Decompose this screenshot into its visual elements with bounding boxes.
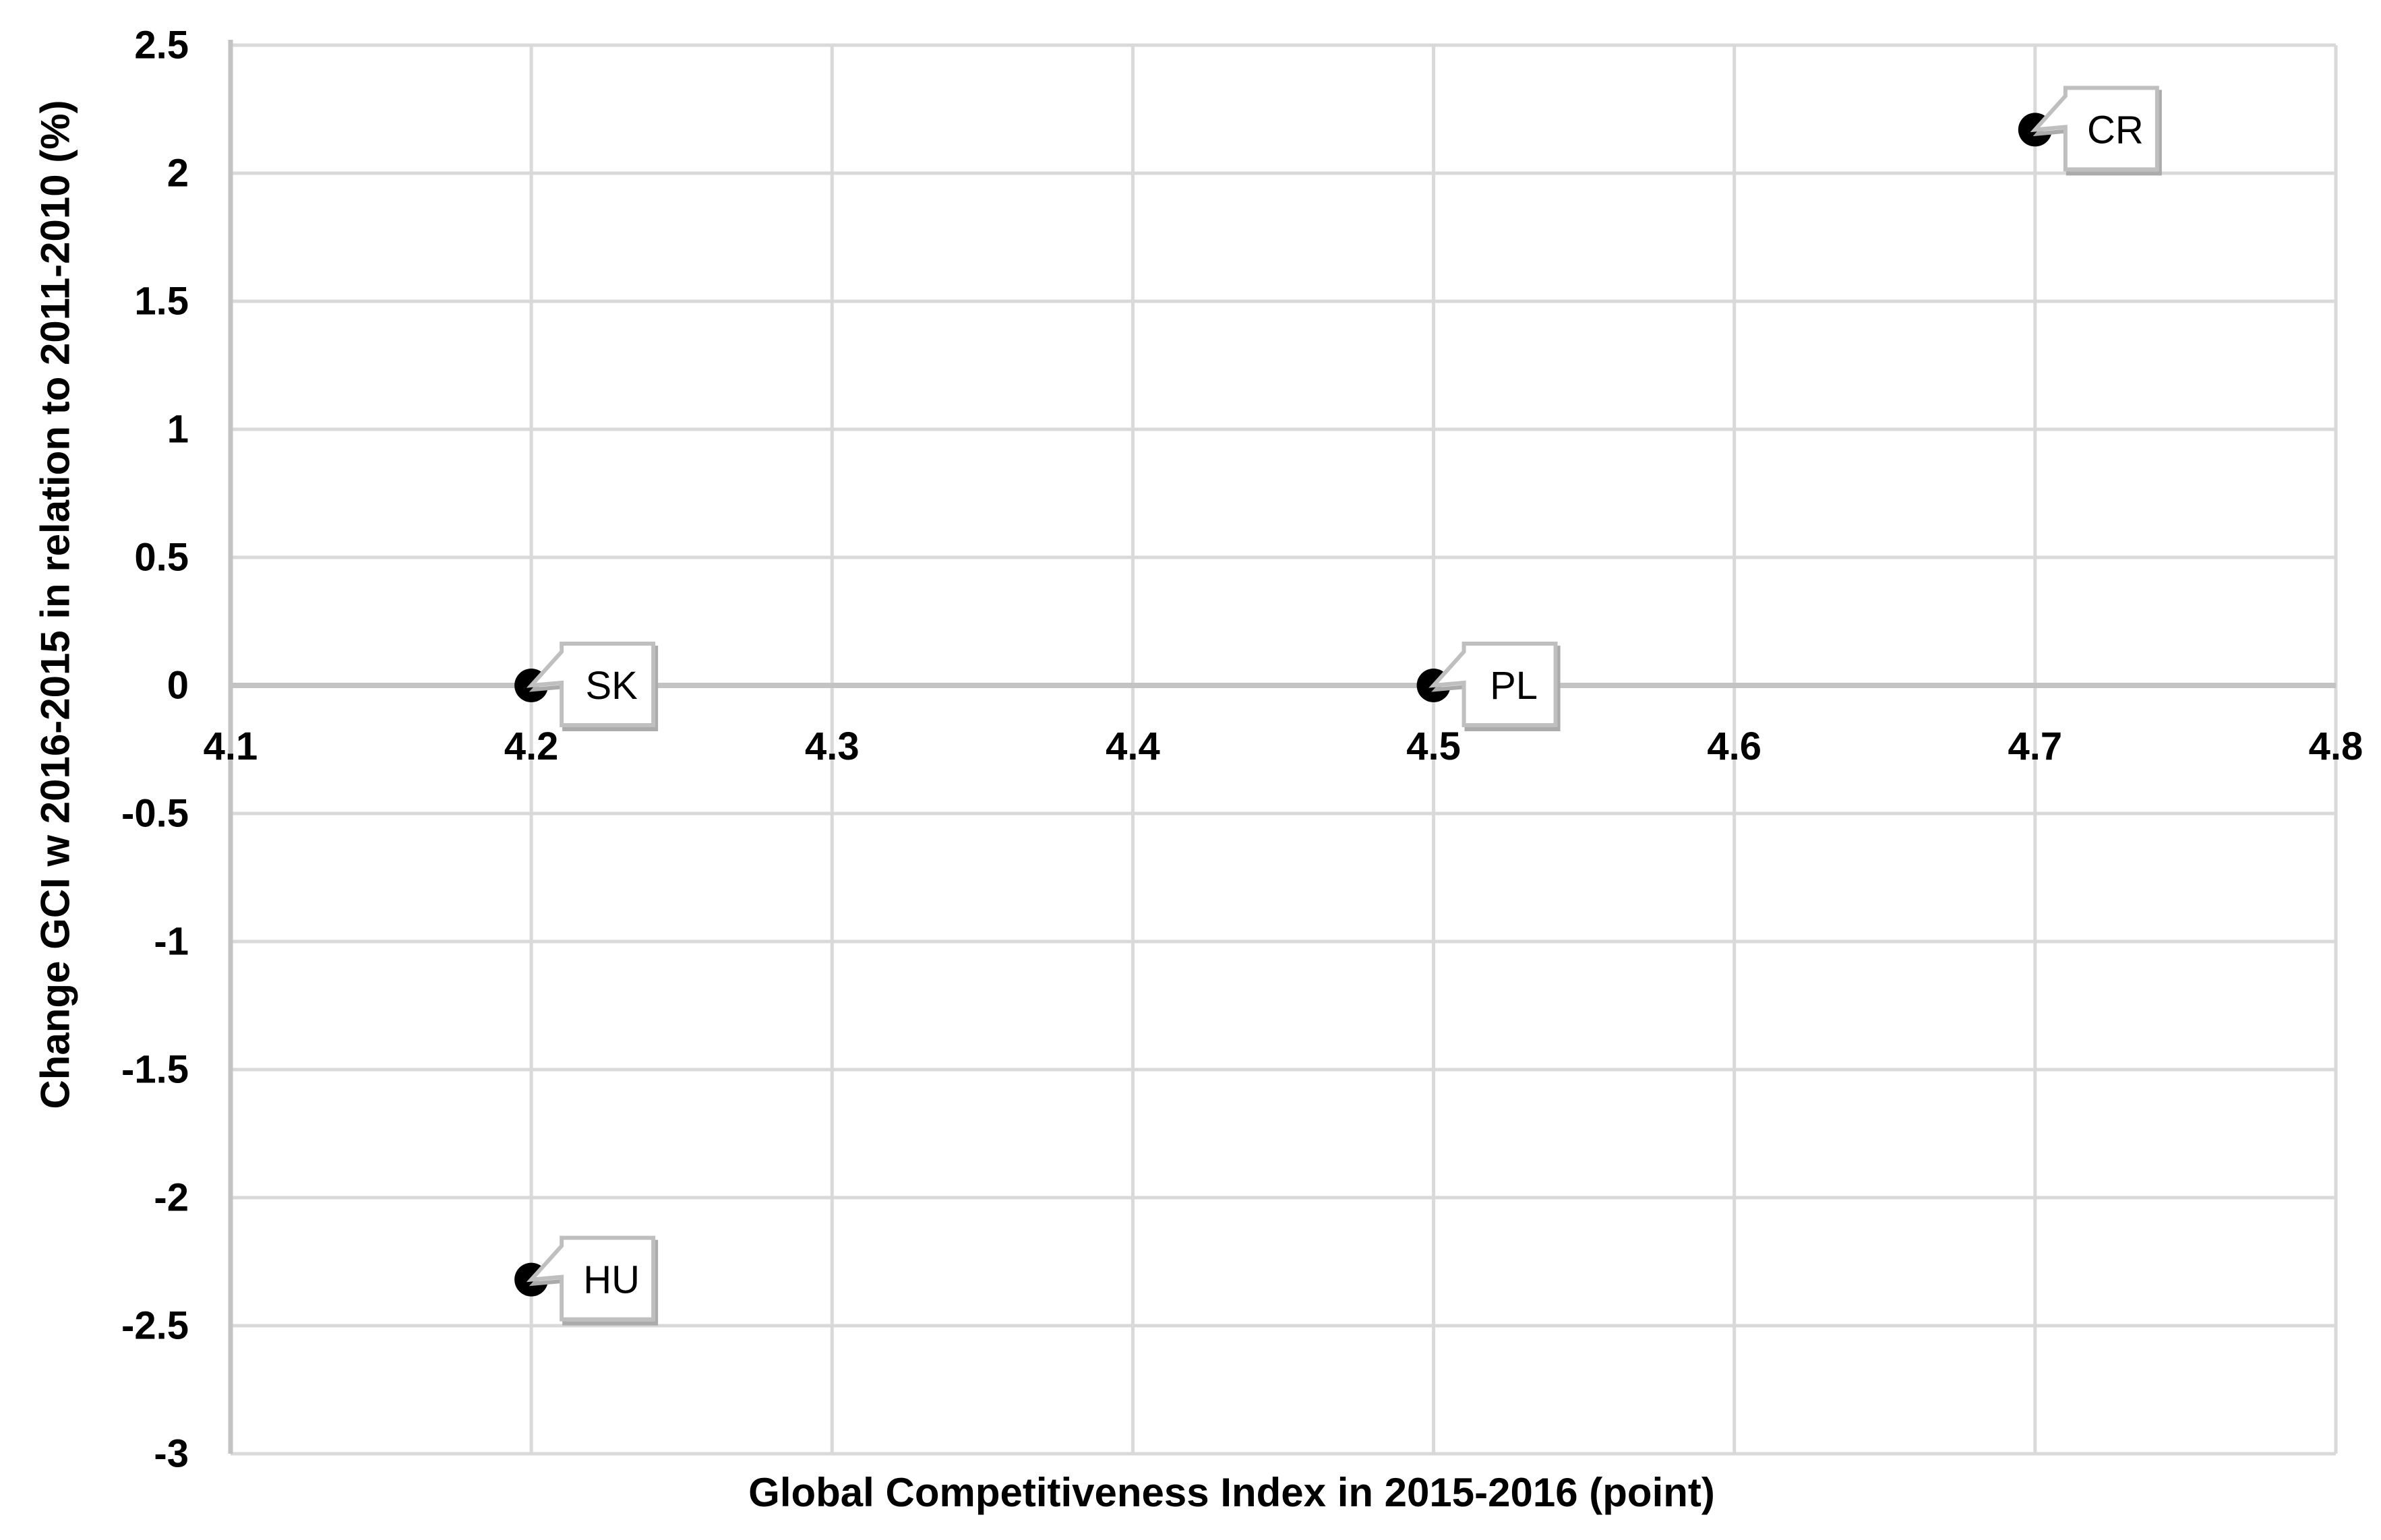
y-tick-label: 0: [167, 664, 189, 708]
y-axis-title: Change GCI w 2016-2015 in relation to 20…: [32, 100, 78, 1109]
data-point-label: HU: [583, 1258, 640, 1302]
x-tick-label: 4.1: [204, 725, 258, 768]
x-tick-label: 4.4: [1106, 725, 1160, 768]
y-tick-label: 0.5: [134, 536, 189, 580]
x-tick-label: 4.8: [2309, 725, 2363, 768]
data-point-callout: [526, 642, 656, 727]
y-tick-label: -1: [154, 920, 189, 964]
y-tick-label: 2: [167, 152, 189, 195]
y-tick-label: -2.5: [121, 1304, 189, 1348]
y-tick-label: -0.5: [121, 792, 189, 836]
data-point-callout: [1428, 642, 1558, 727]
y-tick-label: 1: [167, 408, 189, 452]
y-tick-label: -2: [154, 1176, 189, 1220]
data-point-callout: [2030, 86, 2159, 172]
x-tick-label: 4.2: [504, 725, 559, 768]
x-tick-label: 4.6: [1707, 725, 1761, 768]
x-tick-label: 4.7: [2008, 725, 2063, 768]
x-tick-label: 4.3: [805, 725, 860, 768]
y-tick-label: 1.5: [134, 280, 189, 324]
y-tick-label: -1.5: [121, 1048, 189, 1092]
x-tick-label: 4.5: [1406, 725, 1461, 768]
y-tick-label: -3: [154, 1432, 189, 1476]
data-point-label: SK: [585, 664, 638, 708]
data-point-callout: [526, 1235, 656, 1322]
y-tick-label: 2.5: [134, 24, 189, 67]
x-axis-title: Global Competitiveness Index in 2015-201…: [748, 1470, 1715, 1515]
data-point-label: CR: [2087, 108, 2144, 152]
data-point-label: PL: [1490, 664, 1538, 708]
